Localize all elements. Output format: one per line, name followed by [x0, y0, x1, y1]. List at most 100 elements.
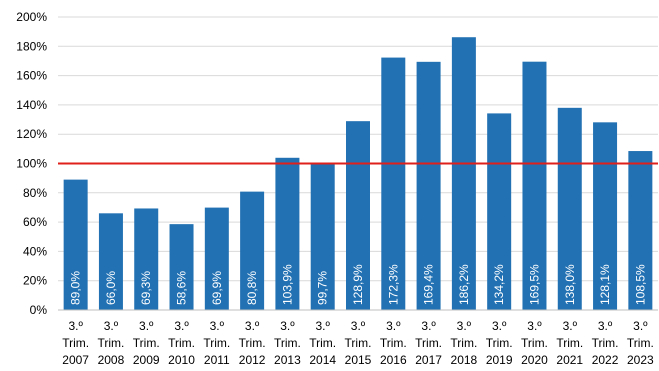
- y-tick-label: 180%: [16, 39, 47, 53]
- bar-value-label: 108,5%: [633, 264, 647, 305]
- bar-value-label: 172,3%: [386, 264, 400, 305]
- bar-value-label: 169,5%: [527, 264, 541, 305]
- x-tick-label: Trim.: [592, 336, 619, 350]
- x-tick-label: 2022: [592, 353, 619, 367]
- x-tick-label: 2010: [168, 353, 195, 367]
- x-tick-label: 2013: [274, 353, 301, 367]
- bar-value-label: 69,9%: [210, 271, 224, 305]
- x-tick-label: 3.º: [527, 319, 542, 333]
- x-axis-tick-labels: 3.º Trim. 2007 3.º Trim. 2008 3.º Trim. 2009 3.º T…: [62, 319, 654, 367]
- bar: [169, 224, 194, 310]
- x-tick-label: 3.º: [104, 319, 119, 333]
- x-tick-label: 3.º: [633, 319, 648, 333]
- x-tick-label: 3.º: [245, 319, 260, 333]
- y-tick-label: 60%: [23, 215, 47, 229]
- bar: [275, 157, 300, 310]
- bar-value-label: 128,9%: [351, 264, 365, 305]
- bar-value-label: 103,9%: [280, 264, 294, 305]
- x-tick-label: Trim.: [521, 336, 548, 350]
- x-tick-label: Trim.: [380, 336, 407, 350]
- bar: [346, 121, 370, 310]
- x-tick-label: 2009: [133, 353, 160, 367]
- bar-value-label: 58,6%: [175, 271, 189, 305]
- bar: [63, 179, 88, 310]
- x-tick-label: Trim.: [274, 336, 301, 350]
- bar: [204, 207, 229, 310]
- bar-value-label: 89,0%: [69, 271, 83, 305]
- bar-value-label: 66,0%: [104, 271, 118, 305]
- x-tick-label: Trim.: [203, 336, 230, 350]
- x-tick-label: 3.º: [174, 319, 189, 333]
- bar-value-label: 138,0%: [563, 264, 577, 305]
- x-tick-label: 2017: [415, 353, 442, 367]
- x-tick-label: 3.º: [210, 319, 225, 333]
- y-tick-label: 20%: [23, 274, 47, 288]
- x-tick-label: Trim.: [168, 336, 195, 350]
- y-tick-label: 140%: [16, 98, 47, 112]
- x-tick-label: 3.º: [386, 319, 401, 333]
- x-tick-label: Trim.: [62, 336, 89, 350]
- bar-value-label: 69,3%: [139, 271, 153, 305]
- x-tick-label: 3.º: [280, 319, 295, 333]
- x-tick-label: 3.º: [457, 319, 472, 333]
- x-tick-label: Trim.: [133, 336, 160, 350]
- x-tick-label: Trim.: [345, 336, 372, 350]
- x-tick-label: 3.º: [598, 319, 613, 333]
- x-tick-label: 3.º: [68, 319, 83, 333]
- bar: [522, 61, 547, 311]
- bar-data-labels: 89,0% 66,0% 69,3% 58,6% 69,9% 80,8% 103,9% 99,7…: [69, 264, 648, 305]
- bar: [134, 208, 159, 310]
- x-tick-label: 3.º: [421, 319, 436, 333]
- bar: [557, 107, 582, 310]
- y-axis-tick-labels: 0% 20% 40% 60% 80% 100% 120% 140% 160% 180% 200%: [16, 10, 47, 317]
- y-tick-label: 40%: [23, 244, 47, 258]
- bar-value-label: 99,7%: [316, 271, 330, 305]
- x-tick-label: Trim.: [556, 336, 583, 350]
- bar: [240, 191, 265, 310]
- x-tick-label: Trim.: [239, 336, 266, 350]
- y-tick-label: 200%: [16, 10, 47, 24]
- x-tick-label: Trim.: [450, 336, 477, 350]
- bar: [451, 37, 476, 310]
- x-tick-label: 3.º: [563, 319, 578, 333]
- bar-value-label: 80,8%: [245, 271, 259, 305]
- x-tick-label: Trim.: [486, 336, 513, 350]
- x-tick-label: 2015: [345, 353, 372, 367]
- bar-value-label: 169,4%: [422, 264, 436, 305]
- x-tick-label: 3.º: [351, 319, 366, 333]
- x-tick-label: 2018: [451, 353, 478, 367]
- bar: [593, 122, 618, 311]
- x-tick-label: Trim.: [415, 336, 442, 350]
- bar: [487, 113, 512, 310]
- y-tick-label: 100%: [16, 157, 47, 171]
- x-tick-label: 2020: [521, 353, 548, 367]
- x-tick-label: 2008: [98, 353, 125, 367]
- bar-value-label: 128,1%: [598, 264, 612, 305]
- bar: [381, 57, 406, 310]
- x-tick-label: Trim.: [309, 336, 336, 350]
- x-tick-label: 2023: [627, 353, 654, 367]
- bar: [416, 61, 441, 311]
- bar: [310, 163, 335, 310]
- x-tick-label: Trim.: [627, 336, 654, 350]
- bar: [98, 213, 123, 310]
- bar-value-label: 134,2%: [492, 264, 506, 305]
- x-tick-label: Trim.: [97, 336, 124, 350]
- x-tick-label: 2012: [239, 353, 266, 367]
- x-tick-label: 2011: [204, 353, 230, 367]
- x-tick-label: 2016: [380, 353, 407, 367]
- y-tick-label: 120%: [16, 127, 47, 141]
- x-tick-label: 2019: [486, 353, 513, 367]
- x-tick-label: 3.º: [316, 319, 331, 333]
- y-tick-label: 80%: [23, 186, 47, 200]
- x-tick-label: 2007: [62, 353, 89, 367]
- bar: [628, 151, 653, 310]
- bar-value-label: 186,2%: [457, 264, 471, 305]
- bars: [63, 37, 653, 311]
- x-tick-label: 3.º: [492, 319, 507, 333]
- x-tick-label: 3.º: [139, 319, 154, 333]
- x-tick-label: 2021: [556, 353, 583, 367]
- y-tick-label: 160%: [16, 69, 47, 83]
- x-tick-label: 2014: [309, 353, 336, 367]
